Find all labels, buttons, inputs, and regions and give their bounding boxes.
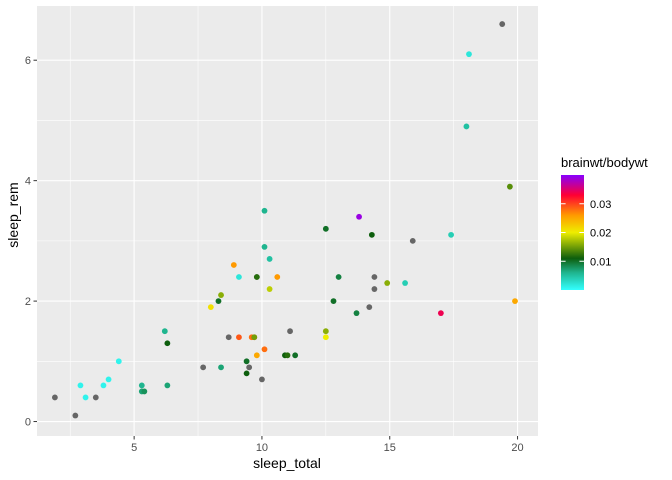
legend-tick-label: 0.02	[590, 228, 611, 240]
data-point	[138, 382, 145, 389]
x-axis: 5 10 15 20	[131, 436, 524, 454]
data-point	[371, 286, 378, 292]
data-point	[72, 412, 79, 419]
data-point	[353, 310, 360, 317]
data-point	[261, 207, 268, 214]
data-point	[402, 280, 408, 286]
data-point	[356, 213, 362, 220]
data-point	[215, 298, 222, 304]
data-point	[448, 231, 454, 238]
y-tick-label: 0	[25, 417, 31, 429]
data-point	[330, 298, 337, 304]
data-point	[292, 352, 299, 359]
data-point	[164, 382, 171, 389]
major-gridlines	[37, 6, 538, 436]
data-point	[253, 274, 260, 280]
data-point	[51, 394, 58, 401]
legend-tick-label: 0.01	[590, 256, 611, 268]
data-point	[371, 274, 378, 280]
data-point	[164, 340, 171, 347]
data-point	[322, 225, 329, 232]
data-point	[246, 364, 253, 371]
data-point	[92, 394, 99, 401]
data-point	[266, 286, 273, 292]
data-point	[243, 358, 250, 365]
plot-panel	[37, 6, 538, 436]
data-point	[506, 183, 513, 190]
data-point	[141, 388, 148, 395]
data-point	[437, 310, 444, 317]
y-axis: 0 2 4 6	[25, 55, 37, 429]
data-point	[512, 298, 518, 304]
data-point	[274, 274, 281, 280]
legend-tick-label: 0.03	[590, 199, 611, 211]
data-point	[115, 358, 122, 365]
data-point	[100, 382, 107, 389]
data-point	[251, 334, 258, 341]
x-tick-label: 5	[131, 442, 137, 454]
data-point	[259, 376, 265, 383]
data-point	[82, 394, 89, 401]
data-point	[225, 334, 232, 341]
data-point	[322, 334, 329, 341]
y-tick-label: 4	[25, 176, 31, 188]
data-point	[261, 243, 268, 250]
data-point	[261, 346, 268, 353]
x-tick-label: 20	[511, 442, 523, 454]
y-tick-label: 2	[25, 296, 31, 308]
data-point	[499, 21, 506, 27]
data-point	[368, 231, 375, 238]
data-point	[266, 256, 273, 262]
data-point	[207, 304, 214, 311]
data-points	[51, 21, 518, 419]
legend-ticks: 0.01 0.02 0.03	[561, 199, 611, 268]
data-point	[218, 364, 224, 371]
data-point	[230, 262, 237, 268]
data-point	[335, 274, 342, 280]
x-tick-label: 10	[256, 442, 268, 454]
data-point	[236, 334, 242, 341]
data-point	[384, 280, 391, 286]
data-point	[218, 292, 224, 298]
data-point	[284, 352, 291, 359]
x-tick-label: 15	[384, 442, 396, 454]
y-axis-title: sleep_rem	[5, 182, 21, 247]
data-point	[236, 274, 242, 280]
data-point	[463, 123, 470, 130]
data-point	[287, 328, 293, 335]
x-axis-title: sleep_total	[253, 455, 321, 471]
data-point	[253, 352, 260, 359]
legend-title: brainwt/bodywt	[561, 155, 648, 170]
data-point	[77, 382, 84, 389]
data-point	[409, 237, 416, 244]
legend-colorbar	[561, 175, 584, 290]
data-point	[200, 364, 207, 371]
data-point	[322, 328, 329, 335]
y-tick-label: 6	[25, 55, 31, 67]
legend: brainwt/bodywt 0.01 0.02 0.03	[561, 155, 648, 290]
data-point	[466, 51, 472, 58]
data-point	[366, 304, 373, 311]
data-point	[243, 370, 250, 377]
data-point	[161, 328, 168, 335]
data-point	[105, 376, 112, 383]
